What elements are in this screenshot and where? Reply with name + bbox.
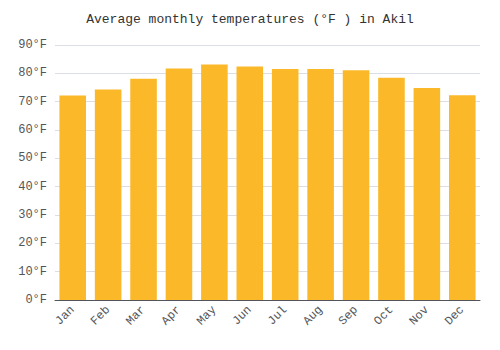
svg-text:Mar: Mar [123,303,148,328]
svg-text:Dec: Dec [442,303,467,328]
svg-text:20°F: 20°F [18,236,47,250]
svg-text:Nov: Nov [407,303,432,328]
svg-text:40°F: 40°F [18,180,47,194]
svg-text:Sep: Sep [336,303,361,328]
svg-text:Jul: Jul [265,303,290,328]
svg-text:Jan: Jan [53,303,78,328]
svg-text:Jun: Jun [230,303,255,328]
svg-text:10°F: 10°F [18,265,47,279]
svg-text:Apr: Apr [159,303,184,328]
svg-text:May: May [194,303,219,328]
svg-text:0°F: 0°F [25,293,47,307]
svg-text:Average monthly temperatures (: Average monthly temperatures (°F ) in Ak… [86,12,414,27]
svg-text:Feb: Feb [88,303,113,328]
svg-text:Aug: Aug [300,303,325,328]
svg-text:30°F: 30°F [18,208,47,222]
svg-text:Oct: Oct [371,303,396,328]
svg-text:90°F: 90°F [18,38,47,52]
svg-text:80°F: 80°F [18,66,47,80]
svg-text:60°F: 60°F [18,123,47,137]
svg-text:70°F: 70°F [18,95,47,109]
svg-text:50°F: 50°F [18,151,47,165]
